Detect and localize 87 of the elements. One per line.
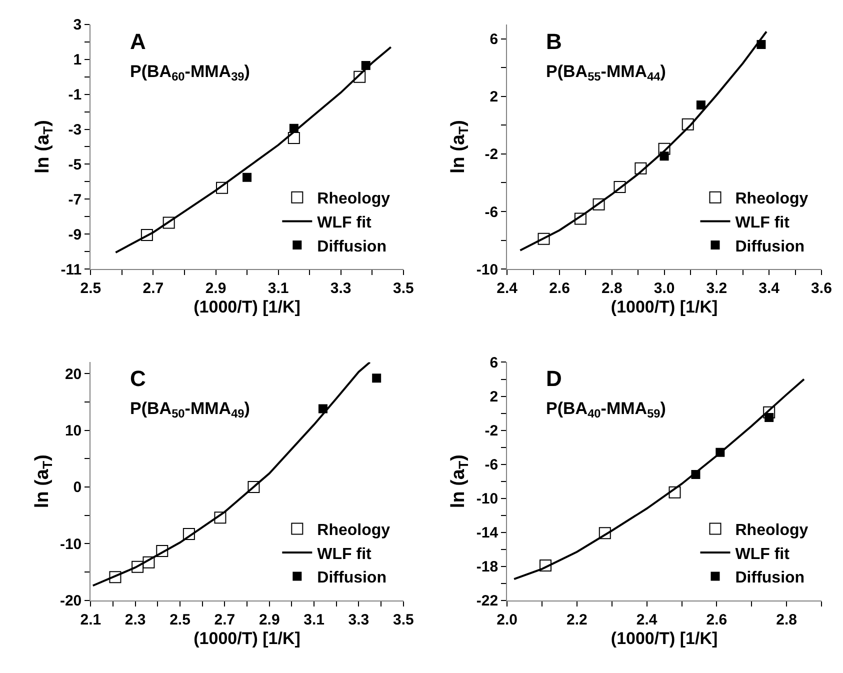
- y-tick-label: 1: [73, 52, 82, 69]
- y-tick-label: 3: [73, 16, 82, 34]
- x-tick-label: 3.1: [268, 280, 289, 298]
- legend-label: Rheology: [317, 522, 390, 539]
- x-tick-label: 2.9: [205, 280, 226, 298]
- point: [361, 60, 370, 70]
- point: [716, 448, 725, 457]
- point: [691, 470, 700, 479]
- y-tick-label: -6: [484, 456, 498, 474]
- x-tick-label: 2.4: [636, 611, 658, 628]
- point: [242, 172, 252, 182]
- y-tick-label: 20: [64, 366, 82, 383]
- legend-label: Diffusion: [735, 570, 805, 587]
- x-tick-label: 2.6: [706, 611, 728, 628]
- y-tick-label: 2: [490, 88, 498, 106]
- y-tick-label: -11: [60, 261, 82, 278]
- point: [372, 374, 382, 383]
- point: [696, 100, 706, 110]
- annotation: D: [546, 366, 562, 391]
- x-tick-label: 2.6: [549, 280, 570, 298]
- x-tick-label: 2.8: [601, 280, 622, 298]
- legend-label: Diffusion: [735, 238, 805, 256]
- point: [764, 413, 774, 422]
- annotation: P(BA$_{40}$-MMA$_{59}$): [546, 399, 666, 421]
- legend-label: WLF fit: [317, 546, 372, 563]
- y-tick-label: -22: [476, 592, 498, 610]
- x-tick-label: 3.3: [348, 611, 370, 628]
- legend-label: WLF fit: [735, 546, 790, 563]
- annotation: A: [130, 29, 146, 54]
- x-tick-label: 3.5: [392, 611, 414, 628]
- x-tick-label: 3.3: [330, 280, 352, 298]
- x-tick-label: 3.1: [304, 611, 324, 628]
- x-tick-label: 3.5: [392, 280, 414, 298]
- x-tick-label: 2.7: [142, 280, 164, 298]
- y-tick-label: -18: [476, 558, 498, 576]
- x-tick-label: 3.0: [654, 280, 675, 298]
- x-tick-label: 2.2: [566, 611, 588, 628]
- x-axis-title: (1000/T) [1/K]: [194, 297, 300, 316]
- annotation: P(BA$_{60}$-MMA$_{39}$): [130, 62, 250, 84]
- x-tick-label: 2.9: [258, 611, 280, 628]
- y-tick-label: -1: [68, 86, 82, 104]
- y-tick-label: -10: [476, 490, 498, 508]
- legend-label: Rheology: [735, 522, 808, 539]
- y-tick-label: -14: [476, 524, 499, 542]
- x-tick-label: 2.8: [776, 611, 797, 628]
- x-axis-title: (1000/T) [1/K]: [610, 297, 718, 316]
- x-tick-label: 2.1: [80, 611, 102, 628]
- point: [289, 124, 298, 133]
- annotation: B: [546, 29, 562, 54]
- x-tick-label: 2.5: [170, 611, 190, 628]
- y-tick-label: -10: [476, 261, 498, 278]
- legend-label: Rheology: [317, 190, 390, 208]
- point: [318, 404, 328, 414]
- y-tick-label: -10: [60, 536, 82, 553]
- y-tick-label: -9: [68, 226, 82, 244]
- x-tick-label: 2.3: [124, 611, 146, 628]
- x-axis-title: (1000/T) [1/K]: [194, 628, 300, 648]
- y-tick-label: -3: [68, 122, 82, 139]
- legend-label: WLF fit: [735, 214, 790, 232]
- x-tick-label: 2.0: [496, 611, 518, 628]
- legend-label: Rheology: [735, 190, 808, 208]
- y-tick-label: 10: [64, 422, 82, 440]
- annotation: P(BA$_{50}$-MMA$_{49}$): [130, 399, 250, 421]
- legend-label: WLF fit: [317, 214, 372, 232]
- legend-label: Diffusion: [317, 570, 386, 587]
- x-tick-label: 3.2: [706, 280, 728, 298]
- point: [660, 152, 669, 161]
- y-tick-label: -7: [68, 191, 82, 208]
- y-tick-label: -2: [484, 146, 498, 164]
- annotation: C: [130, 366, 146, 391]
- annotation: P(BA$_{55}$-MMA$_{44}$): [546, 62, 666, 84]
- y-tick-label: 6: [490, 354, 498, 372]
- x-tick-label: 3.4: [758, 280, 780, 298]
- point: [756, 40, 766, 50]
- y-tick-label: 0: [73, 479, 82, 496]
- y-tick-label: 6: [490, 31, 498, 48]
- x-tick-label: 2.4: [496, 280, 518, 298]
- y-tick-label: -6: [484, 204, 498, 221]
- x-tick-label: 2.5: [80, 280, 102, 298]
- y-tick-label: -2: [484, 422, 498, 440]
- legend-label: Diffusion: [317, 238, 386, 256]
- y-tick-label: -20: [60, 592, 82, 610]
- y-tick-label: -5: [68, 156, 82, 174]
- y-tick-label: 2: [490, 388, 498, 406]
- x-tick-label: 2.7: [214, 611, 236, 628]
- x-tick-label: 3.6: [811, 280, 832, 298]
- x-axis-title: (1000/T) [1/K]: [610, 628, 718, 648]
